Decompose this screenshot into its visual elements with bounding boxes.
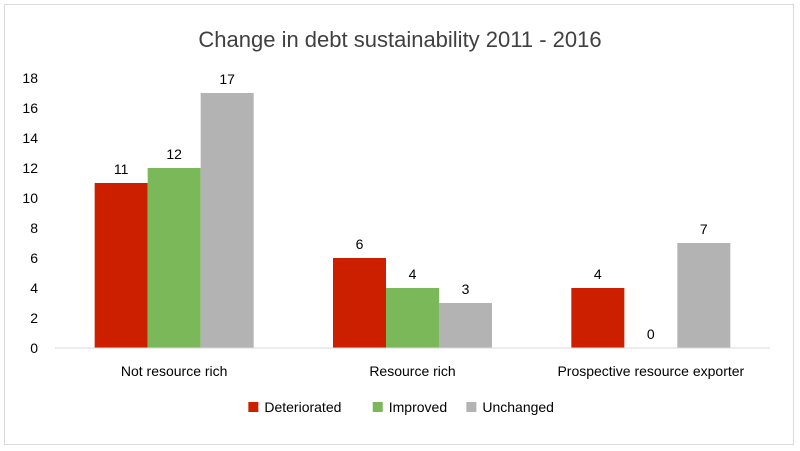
category-label: Prospective resource exporter bbox=[557, 363, 744, 379]
legend-label: Unchanged bbox=[482, 399, 554, 415]
legend-swatch bbox=[372, 402, 383, 412]
bars bbox=[94, 93, 731, 348]
bar bbox=[200, 93, 254, 348]
bar bbox=[677, 243, 731, 348]
data-label: 11 bbox=[114, 161, 129, 177]
x-axis: Not resource rich Resource rich Prospectiv… bbox=[55, 347, 770, 379]
data-label: 4 bbox=[409, 266, 417, 282]
category-label: Not resource rich bbox=[121, 363, 228, 379]
data-label: 12 bbox=[166, 146, 182, 162]
category-label: Resource rich bbox=[369, 363, 455, 379]
bar bbox=[386, 288, 439, 348]
legend-label: Deteriorated bbox=[264, 399, 341, 415]
data-label: 4 bbox=[594, 266, 602, 282]
y-tick-label: 12 bbox=[22, 160, 38, 176]
data-label: 17 bbox=[219, 71, 235, 87]
y-tick-label: 6 bbox=[30, 250, 38, 266]
legend-swatch bbox=[248, 402, 259, 412]
y-tick-label: 8 bbox=[30, 220, 38, 236]
y-axis: 0 2 4 6 8 10 12 14 16 18 bbox=[22, 70, 38, 356]
bar bbox=[333, 258, 386, 348]
chart-title: Change in debt sustainability 2011 - 201… bbox=[198, 27, 601, 52]
bar bbox=[439, 303, 492, 348]
bar bbox=[147, 168, 201, 348]
data-label: 7 bbox=[700, 221, 708, 237]
y-tick-label: 4 bbox=[30, 280, 38, 296]
y-tick-label: 0 bbox=[30, 340, 38, 356]
legend-label: Improved bbox=[389, 399, 447, 415]
data-label: 6 bbox=[356, 236, 364, 252]
bar bbox=[94, 183, 148, 348]
data-labels: 11 12 17 6 4 3 4 0 7 bbox=[114, 71, 708, 342]
y-tick-label: 14 bbox=[22, 130, 38, 146]
y-tick-label: 18 bbox=[22, 70, 38, 86]
data-label: 0 bbox=[647, 326, 655, 342]
legend: Deteriorated Improved Unchanged bbox=[248, 399, 554, 415]
y-tick-label: 10 bbox=[22, 190, 38, 206]
y-tick-label: 2 bbox=[30, 310, 38, 326]
data-label: 3 bbox=[462, 281, 470, 297]
legend-swatch bbox=[466, 402, 477, 412]
y-tick-label: 16 bbox=[22, 100, 38, 116]
bar bbox=[571, 288, 625, 348]
